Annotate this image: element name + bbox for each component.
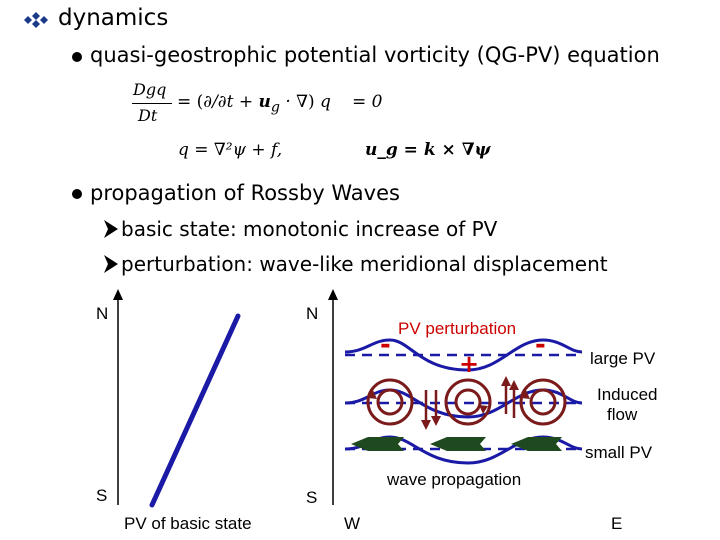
wave-propagation-label: wave propagation bbox=[387, 470, 522, 489]
vortex-center bbox=[444, 378, 492, 426]
basic-state-pv-line bbox=[149, 313, 241, 508]
small-pv-label: small PV bbox=[585, 443, 653, 462]
arrow-triangle-icon bbox=[104, 255, 118, 273]
west-label: W bbox=[344, 514, 361, 533]
middle-wave bbox=[344, 388, 583, 419]
left-x-axis-label: PV of basic state bbox=[124, 514, 252, 533]
right-north-label: N bbox=[306, 304, 319, 323]
slide-heading: dynamics bbox=[58, 5, 169, 31]
sub-bullet-basic-state: basic state: monotonic increase of PV bbox=[121, 217, 498, 241]
propagation-arrows bbox=[351, 437, 562, 451]
left-y-axis-arrowhead bbox=[113, 289, 123, 300]
diamond-cluster-icon bbox=[24, 12, 48, 28]
east-label: E bbox=[611, 514, 623, 533]
filled-circle-icon bbox=[72, 189, 82, 199]
eq3-geostrophic-wind: u_g = k × ∇ψ bbox=[365, 140, 491, 160]
pv-perturbation-label: PV perturbation bbox=[398, 319, 517, 338]
eq1-fraction-bar bbox=[132, 103, 172, 104]
filled-circle-icon bbox=[72, 52, 82, 62]
bullet-qgpv-equation: quasi-geostrophic potential vorticity (Q… bbox=[90, 43, 660, 67]
bullet-rossby-waves: propagation of Rossby Waves bbox=[90, 181, 400, 205]
minus-sign-left: - bbox=[380, 330, 391, 360]
right-y-axis-arrowhead bbox=[328, 289, 338, 300]
right-plot bbox=[328, 289, 583, 505]
eq2-pv-definition: q = ∇²ψ + f, bbox=[178, 140, 283, 160]
arrow-triangle-icon bbox=[104, 220, 118, 238]
left-south-label: S bbox=[96, 486, 108, 505]
eq1-rhs: = 0 bbox=[352, 92, 383, 112]
plus-sign-center: + bbox=[459, 350, 480, 378]
induced-flow-arrows bbox=[421, 376, 519, 430]
induced-flow-label-line2: flow bbox=[607, 405, 638, 424]
eq1-numerator: Dgq bbox=[133, 80, 167, 99]
left-plot bbox=[113, 289, 241, 508]
vortex-right bbox=[519, 378, 567, 426]
eq1-operator: = (∂/∂t + ug · ∇) q bbox=[177, 92, 331, 116]
sub-bullet-perturbation: perturbation: wave-like meridional displ… bbox=[121, 252, 608, 276]
right-south-label: S bbox=[306, 488, 318, 507]
induced-flow-label-line1: Induced bbox=[597, 385, 658, 404]
large-pv-label: large PV bbox=[590, 349, 656, 368]
eq1-denominator: Dt bbox=[138, 106, 158, 125]
minus-sign-right: - bbox=[535, 330, 546, 360]
left-north-label: N bbox=[96, 304, 109, 323]
vortex-left bbox=[366, 378, 414, 426]
large-pv-wave bbox=[344, 338, 583, 372]
